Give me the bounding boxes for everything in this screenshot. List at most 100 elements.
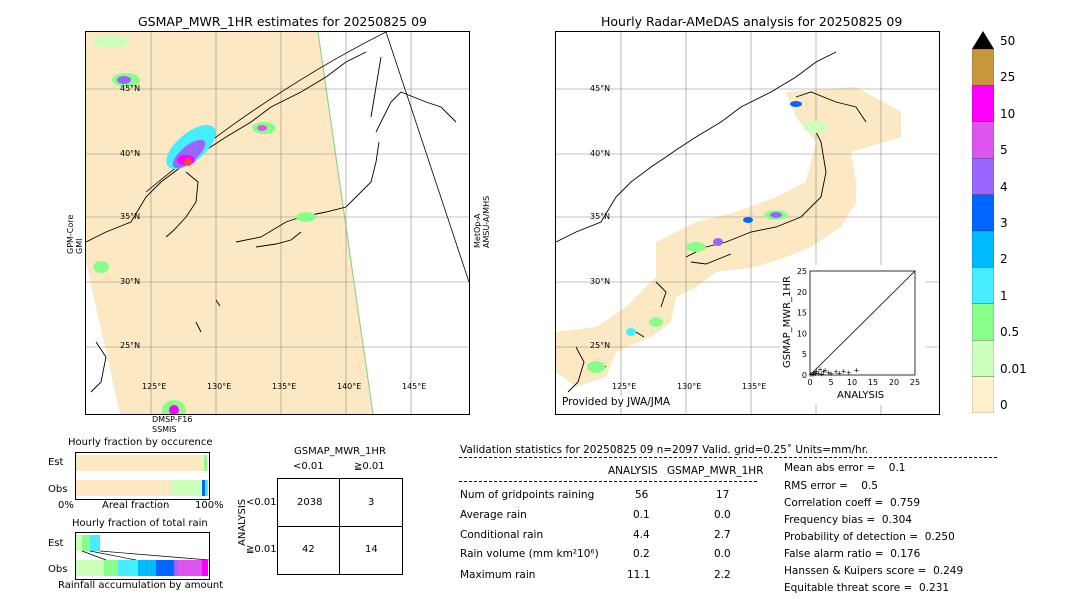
colorbar-segment [972,267,994,304]
score-7: Equitable threat score = 0.231 [784,582,950,594]
left-map-title: GSMAP_MWR_1HR estimates for 20250825 09 [138,14,427,29]
left-lon-130: 130°E [207,382,232,391]
colorbar-label: 0 [1000,398,1008,412]
col-analysis: ANALYSIS [608,465,658,477]
total-rain-title: Hourly fraction of total rain [72,518,208,529]
right-map: 45°N 40°N 35°N 30°N 25°N 125°E 130°E 135… [555,31,940,415]
left-lon-125: 125°E [142,382,167,391]
left-lon-140: 140°E [337,382,362,391]
occurrence-chart [75,452,210,500]
contingency-side-label: ANALYSIS [237,498,248,546]
scatter-xtick: 10 [847,378,857,387]
scatter-ytick: 25 [797,267,807,276]
colorbar-segment [972,340,994,377]
colorbar-label: 4 [1000,179,1008,194]
colorbar-label: 25 [1000,70,1016,85]
scatter-xtick: 5 [828,378,833,387]
right-lat-40: 40°N [590,149,611,158]
occ-x-100: 100% [195,500,224,511]
colorbar-label: 0.01 [1000,361,1027,376]
validation-header: Validation statistics for 20250825 09 n=… [460,444,869,456]
scatter-point: + [821,368,827,376]
occ-x-0: 0% [58,500,74,511]
bottom-sensor-label: DMSP-F16 SSMIS [152,415,193,434]
left-lat-40: 40°N [120,149,141,158]
colorbar-extend-arrow [972,31,994,49]
scatter-xtick: 0 [807,378,812,387]
scatter-point: + [841,367,847,375]
left-lon-135: 135°E [272,382,297,391]
right-lat-30: 30°N [590,277,611,286]
colorbar-segment [972,48,994,86]
scatter-xtick: 15 [868,378,878,387]
scatter-point: + [854,367,860,375]
colorbar [972,31,994,413]
occ-obs-label: Obs [48,484,68,495]
scatter-point: + [809,370,815,378]
occ-x-mid: Areal fraction [102,500,170,511]
right-lon-130: 130°E [677,382,702,391]
scatter-point: + [808,371,814,379]
row-analysis-4: 11.1 [627,569,651,581]
row-label-3: Rain volume (mm km²10⁶) [460,548,599,560]
cell-1-1: 14 [365,544,378,555]
row-gsmap-0: 17 [716,489,730,501]
row-gsmap-4: 2.2 [714,569,731,581]
score-3: Frequency bias = 0.304 [784,514,912,526]
col-gsmap: GSMAP_MWR_1HR [667,465,764,477]
row-label-4: Maximum rain [460,569,536,581]
right-lat-45: 45°N [590,84,611,93]
colorbar-segment [972,303,994,341]
colorbar-label: 3 [1000,216,1008,230]
right-lon-135: 135°E [742,382,767,391]
right-sensor-label: MetOp-A AMSU-A/MHS [473,195,491,248]
row-label-1: Average rain [460,509,527,521]
right-map-title: Hourly Radar-AMeDAS analysis for 2025082… [601,14,903,29]
score-5: False alarm ratio = 0.176 [784,548,921,560]
score-4: Probability of detection = 0.250 [784,531,955,543]
contingency-row-1: ≧0.01 [246,544,277,555]
contingency-title: GSMAP_MWR_1HR [294,446,386,457]
scatter-xtick: 25 [910,378,920,387]
row-analysis-1: 0.1 [633,509,650,521]
right-lon-125: 125°E [612,382,637,391]
satellite-swath [86,32,373,414]
scatter-ytick: 10 [797,329,807,338]
scatter-point: + [822,367,828,375]
left-lat-45: 45°N [120,84,141,93]
rain-est-label: Est [48,538,64,549]
left-lat-25: 25°N [120,341,141,350]
colorbar-segment [972,230,994,268]
colorbar-label: 2 [1000,252,1008,267]
swath-edge [317,32,374,414]
total-rain-chart [75,532,210,580]
score-2: Correlation coeff = 0.759 [784,497,920,509]
right-lat-35: 35°N [590,212,611,221]
left-lat-30: 30°N [120,277,141,286]
rain-obs-label: Obs [48,564,68,575]
colorbar-label: 10 [1000,106,1016,121]
colorbar-label: 50 [1000,34,1016,48]
row-gsmap-1: 0.0 [714,509,731,521]
row-gsmap-2: 2.7 [714,529,731,541]
colorbar-segment [972,158,994,195]
left-sensor-label: GPM-Core GMI [66,214,84,254]
total-rain-xlabel: Rainfall accumulation by amount [58,580,224,591]
contingency-col-0: <0.01 [293,461,324,472]
colorbar-segment [972,121,994,159]
scatter-ytick: 15 [797,309,807,318]
scatter-point: + [817,366,823,374]
right-lat-25: 25°N [590,341,611,350]
scatter-point: + [813,370,819,378]
colorbar-label: 1 [1000,288,1008,303]
cell-0-1: 3 [368,497,375,508]
scatter-xtick: 20 [889,378,899,387]
scatter-point: + [811,369,817,377]
row-gsmap-3: 0.0 [714,548,731,560]
contingency-col-1: ≧0.01 [354,461,385,472]
identity-line [809,270,916,376]
scatter-point: + [815,369,821,377]
left-map: 45°N 40°N 35°N 30°N 25°N 125°E 130°E 135… [85,31,470,415]
scatter-ylabel: GSMAP_MWR_1HR [782,276,793,368]
row-analysis-0: 56 [635,489,649,501]
